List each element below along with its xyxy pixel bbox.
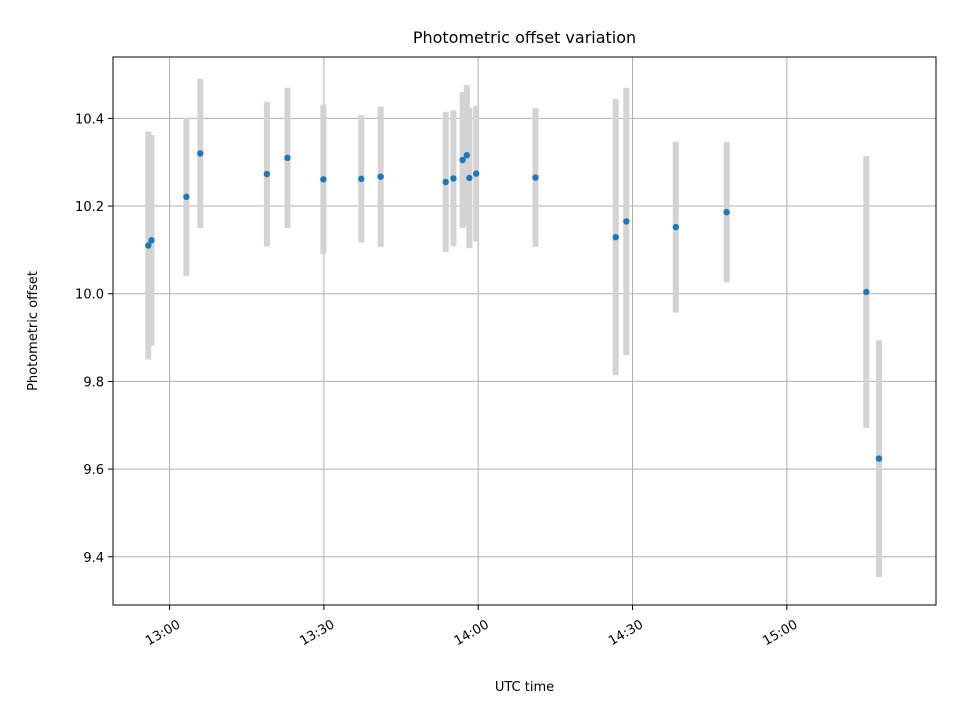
data-point <box>145 242 152 249</box>
y-axis-label: Photometric offset <box>26 271 41 391</box>
data-point <box>532 174 539 181</box>
data-point <box>863 288 870 296</box>
data-point <box>463 152 471 159</box>
y-tick-label: 9.6 <box>83 463 104 478</box>
data-points <box>145 150 883 462</box>
data-point <box>197 150 204 157</box>
plot-frame <box>112 56 937 606</box>
y-tick-label: 10.2 <box>75 200 104 215</box>
data-point <box>623 218 630 225</box>
data-point <box>472 170 480 177</box>
y-tick-label: 10.0 <box>75 288 104 303</box>
data-point <box>723 208 730 216</box>
y-tick-label: 9.8 <box>83 375 104 390</box>
data-point <box>875 455 883 462</box>
y-tick-label: 10.4 <box>75 112 104 127</box>
data-point <box>183 193 190 201</box>
chart-title: Photometric offset variation <box>413 28 636 47</box>
data-point <box>263 170 271 178</box>
data-point <box>612 233 619 241</box>
data-point <box>466 174 473 182</box>
y-axis-ticks: 9.4 9.6 9.8 10.0 10.2 10.4 <box>75 112 113 566</box>
data-point <box>320 176 327 183</box>
data-point <box>148 237 155 244</box>
data-point <box>377 173 384 180</box>
data-point <box>672 223 680 231</box>
data-point <box>358 175 365 183</box>
y-tick-label: 9.4 <box>83 551 104 566</box>
data-point <box>459 156 466 164</box>
data-point <box>442 178 449 186</box>
data-point <box>284 154 291 162</box>
x-axis-label: UTC time <box>495 680 554 695</box>
data-point <box>450 175 457 182</box>
